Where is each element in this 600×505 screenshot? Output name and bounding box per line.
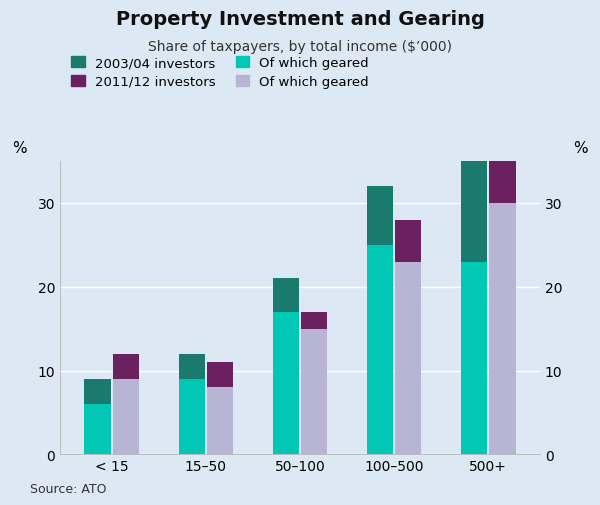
Bar <box>85 405 111 454</box>
Bar <box>489 145 515 204</box>
Bar <box>395 220 421 262</box>
Bar <box>461 262 487 454</box>
Bar <box>179 354 205 379</box>
Text: Share of taxpayers, by total income ($’000): Share of taxpayers, by total income ($’0… <box>148 40 452 55</box>
Text: Property Investment and Gearing: Property Investment and Gearing <box>116 10 484 29</box>
Bar <box>395 262 421 454</box>
Bar <box>207 363 233 387</box>
Bar <box>85 379 111 405</box>
Bar <box>301 329 327 454</box>
Bar <box>301 312 327 329</box>
Legend: 2003/04 investors, 2011/12 investors, Of which geared, Of which geared: 2003/04 investors, 2011/12 investors, Of… <box>71 57 369 89</box>
Bar <box>273 312 299 454</box>
Bar <box>113 379 139 454</box>
Bar <box>461 162 487 262</box>
Bar <box>367 245 393 454</box>
Bar <box>489 204 515 454</box>
Text: %: % <box>574 141 588 156</box>
Bar <box>367 187 393 245</box>
Bar <box>207 387 233 454</box>
Text: %: % <box>12 141 26 156</box>
Bar <box>273 279 299 312</box>
Bar <box>179 379 205 454</box>
Text: Source: ATO: Source: ATO <box>30 482 107 495</box>
Bar <box>113 354 139 379</box>
